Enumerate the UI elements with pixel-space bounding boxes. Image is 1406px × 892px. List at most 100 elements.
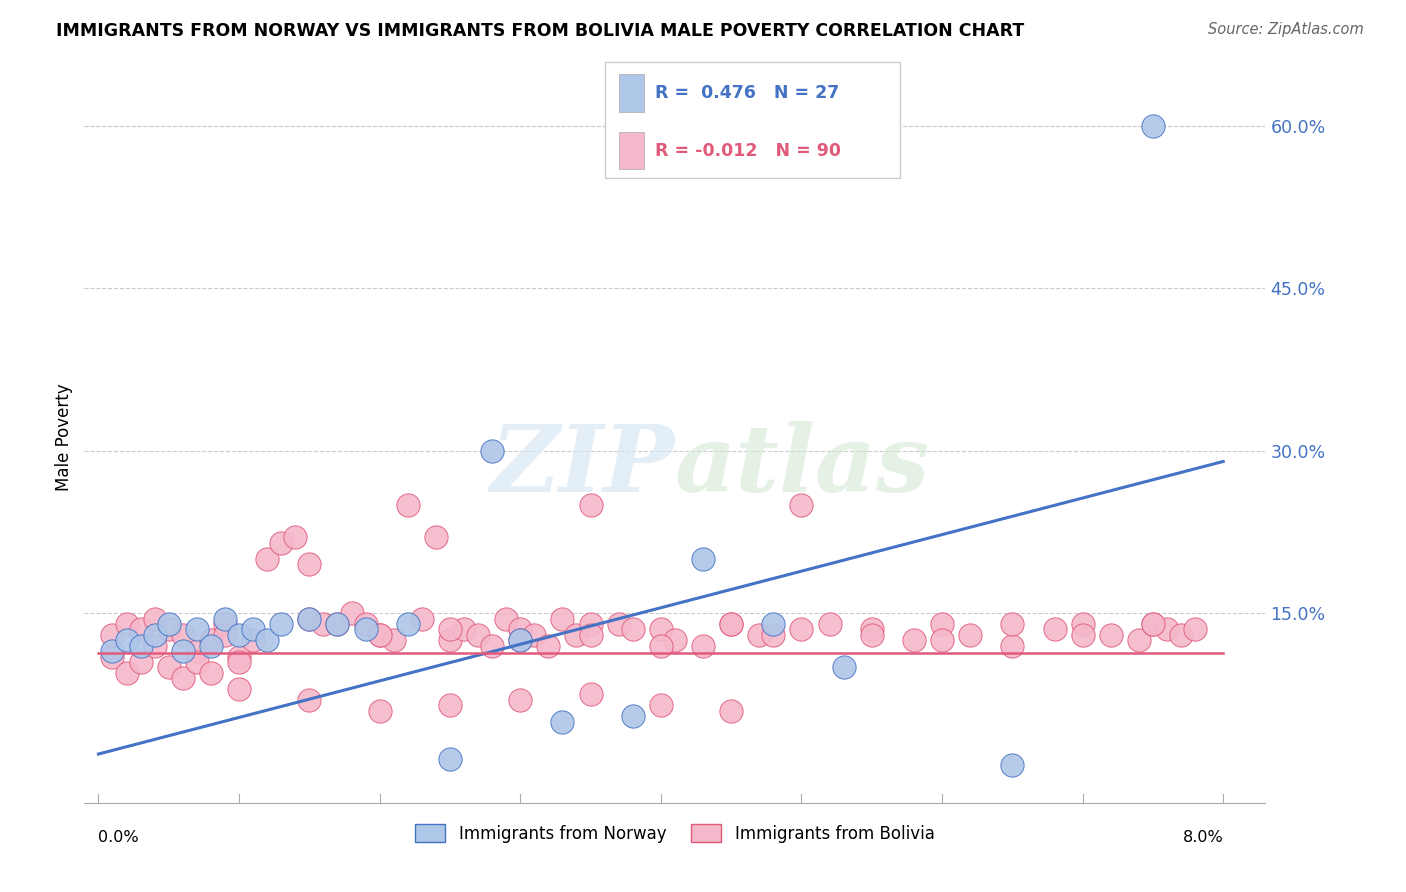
Text: ZIP: ZIP xyxy=(491,421,675,511)
Point xyxy=(439,623,461,637)
Point xyxy=(396,498,419,512)
Point xyxy=(481,443,503,458)
Point xyxy=(621,623,644,637)
Point xyxy=(340,606,363,620)
Point xyxy=(1001,757,1024,772)
Point xyxy=(172,628,194,642)
Point xyxy=(1001,617,1024,632)
Point xyxy=(762,628,785,642)
Point xyxy=(1156,623,1178,637)
Point xyxy=(565,628,588,642)
Point xyxy=(382,633,405,648)
Point xyxy=(439,752,461,766)
Point xyxy=(650,698,672,713)
Point xyxy=(214,611,236,625)
Point xyxy=(664,633,686,648)
Point xyxy=(959,628,981,642)
Point xyxy=(495,611,517,625)
Point xyxy=(537,639,560,653)
Point xyxy=(270,617,292,632)
Point xyxy=(748,628,770,642)
Point xyxy=(214,628,236,642)
Point xyxy=(579,688,602,702)
Point xyxy=(1071,628,1094,642)
Point xyxy=(143,628,166,642)
Point xyxy=(228,628,250,642)
Point xyxy=(186,644,208,658)
Point xyxy=(692,639,714,653)
Point xyxy=(326,617,349,632)
Point xyxy=(368,628,391,642)
Point xyxy=(228,681,250,696)
Point xyxy=(242,633,264,648)
Point xyxy=(762,617,785,632)
Text: 0.0%: 0.0% xyxy=(98,830,139,845)
Point xyxy=(172,671,194,685)
Point xyxy=(509,623,531,637)
Point xyxy=(439,698,461,713)
Point xyxy=(720,617,742,632)
Point xyxy=(101,644,124,658)
Point xyxy=(143,611,166,625)
Point xyxy=(860,628,883,642)
Point xyxy=(720,704,742,718)
Point xyxy=(931,633,953,648)
Point xyxy=(115,633,138,648)
Legend: Immigrants from Norway, Immigrants from Bolivia: Immigrants from Norway, Immigrants from … xyxy=(409,818,941,849)
Point xyxy=(1184,623,1206,637)
Point xyxy=(903,633,925,648)
Point xyxy=(115,665,138,680)
Point xyxy=(186,623,208,637)
Point xyxy=(453,623,475,637)
Point xyxy=(650,623,672,637)
Point xyxy=(242,623,264,637)
Point xyxy=(354,623,377,637)
Text: Source: ZipAtlas.com: Source: ZipAtlas.com xyxy=(1208,22,1364,37)
Point xyxy=(1128,633,1150,648)
Point xyxy=(467,628,489,642)
Point xyxy=(298,611,321,625)
Point xyxy=(228,655,250,669)
Text: 8.0%: 8.0% xyxy=(1182,830,1223,845)
Point xyxy=(551,714,574,729)
Point xyxy=(579,617,602,632)
Point xyxy=(509,693,531,707)
Point xyxy=(650,639,672,653)
Point xyxy=(1142,617,1164,632)
Point xyxy=(411,611,433,625)
Point xyxy=(115,617,138,632)
Point xyxy=(101,628,124,642)
Point xyxy=(1142,119,1164,133)
Point xyxy=(523,628,546,642)
Point xyxy=(270,535,292,549)
Point xyxy=(172,644,194,658)
Point xyxy=(214,617,236,632)
Point xyxy=(157,623,180,637)
Point xyxy=(790,623,813,637)
Point xyxy=(143,639,166,653)
Point xyxy=(439,633,461,648)
Text: atlas: atlas xyxy=(675,421,931,511)
Point xyxy=(200,639,222,653)
Point xyxy=(200,633,222,648)
Point xyxy=(298,693,321,707)
Point xyxy=(790,498,813,512)
Point xyxy=(157,617,180,632)
Point xyxy=(818,617,841,632)
Point xyxy=(129,655,152,669)
Point xyxy=(326,617,349,632)
Point xyxy=(284,530,307,544)
Point xyxy=(551,611,574,625)
Point xyxy=(186,655,208,669)
Point xyxy=(931,617,953,632)
Point xyxy=(129,639,152,653)
Y-axis label: Male Poverty: Male Poverty xyxy=(55,384,73,491)
Point xyxy=(692,552,714,566)
Point xyxy=(860,623,883,637)
Point xyxy=(396,617,419,632)
Point xyxy=(256,633,278,648)
Point xyxy=(720,617,742,632)
Point xyxy=(425,530,447,544)
Point xyxy=(1071,617,1094,632)
Point xyxy=(312,617,335,632)
